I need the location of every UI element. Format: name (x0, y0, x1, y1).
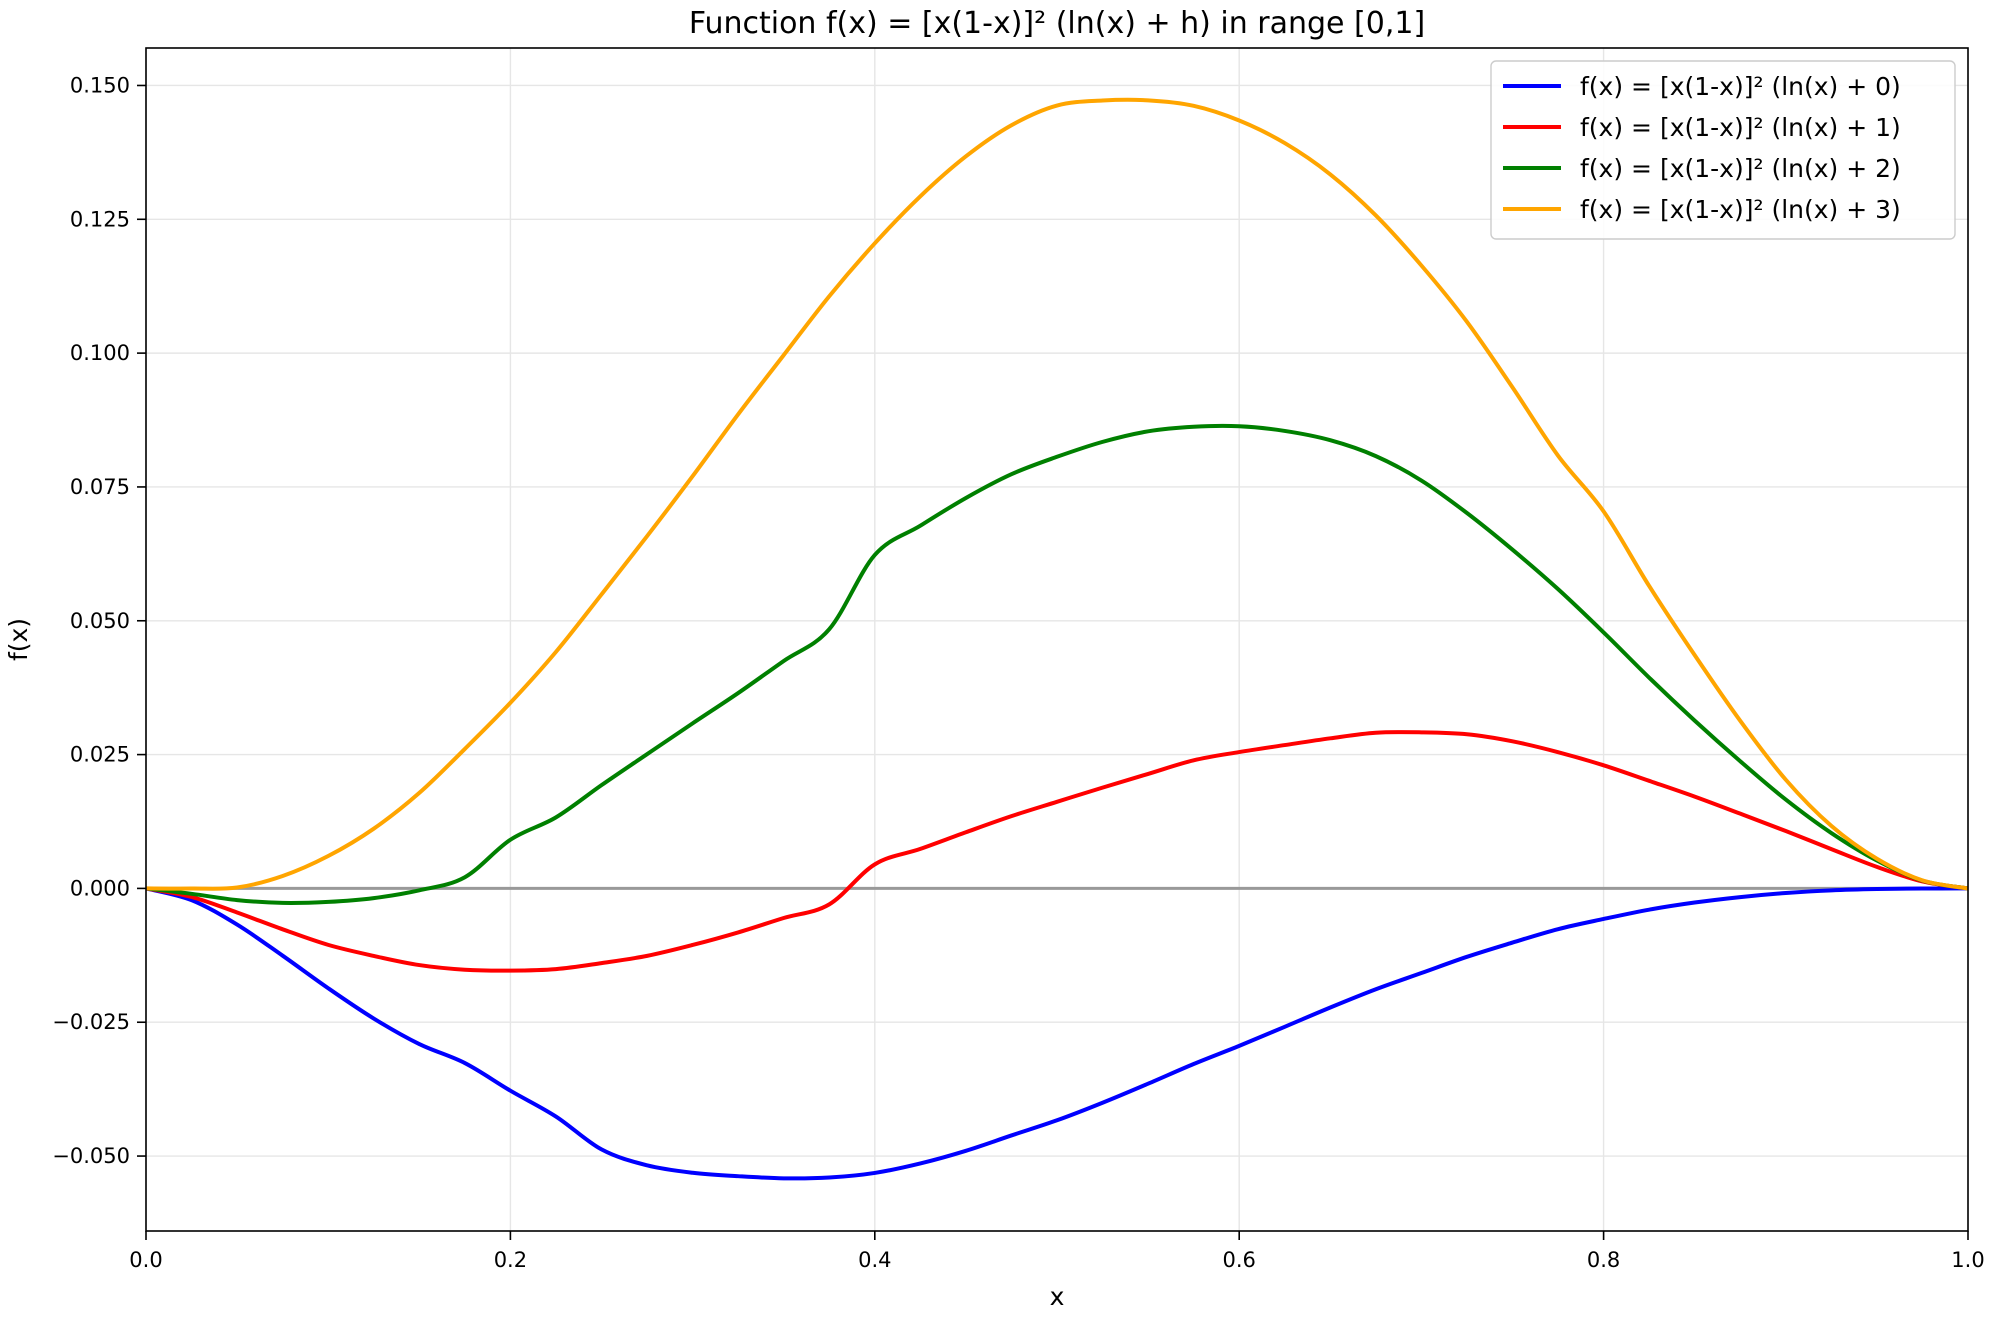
x-tick-label: 0.8 (1587, 1248, 1620, 1272)
series-line-h1 (145, 730, 1969, 973)
x-tick-label: 0.4 (858, 1248, 891, 1272)
x-axis-label: x (1050, 1282, 1065, 1311)
x-tick-label: 1.0 (1951, 1248, 1984, 1272)
legend-box (1490, 60, 1956, 240)
chart-title: Function f(x) = [x(1-x)]² (ln(x) + h) in… (689, 6, 1425, 41)
legend-label: f(x) = [x(1-x)]² (ln(x) + 0) (1580, 72, 1901, 101)
legend-label: f(x) = [x(1-x)]² (ln(x) + 1) (1580, 113, 1901, 142)
y-tick-label: 0.100 (70, 341, 130, 365)
series-group (145, 97, 1969, 1181)
y-tick-label: −0.025 (52, 1010, 130, 1034)
series-line-h3 (145, 97, 1969, 891)
legend-label: f(x) = [x(1-x)]² (ln(x) + 2) (1580, 154, 1901, 183)
x-axis: 0.0 0.2 0.4 0.6 0.8 1.0 (129, 1231, 1985, 1272)
series-line-h0 (145, 886, 1969, 1181)
y-tick-label: −0.050 (52, 1144, 130, 1168)
y-tick-label: 0.025 (70, 743, 130, 767)
series-line-h2 (145, 423, 1969, 905)
y-tick-label: 0.125 (70, 207, 130, 231)
y-axis: −0.050 −0.025 0.000 0.025 0.050 0.075 0.100 0.1… (52, 73, 146, 1168)
y-tick-label: 0.000 (70, 876, 130, 900)
x-tick-label: 0.2 (494, 1248, 527, 1272)
legend-label: f(x) = [x(1-x)]² (ln(x) + 3) (1580, 195, 1901, 224)
y-axis-label: f(x) (4, 618, 33, 661)
x-tick-label: 0.0 (129, 1248, 162, 1272)
y-tick-label: 0.075 (70, 475, 130, 499)
x-tick-label: 0.6 (1222, 1248, 1255, 1272)
legend: f(x) = [x(1-x)]² (ln(x) + 0) f(x) = [x(1-… (1490, 60, 1956, 240)
y-tick-label: 0.050 (70, 609, 130, 633)
plot-area (145, 47, 1969, 1232)
y-tick-label: 0.150 (70, 73, 130, 97)
